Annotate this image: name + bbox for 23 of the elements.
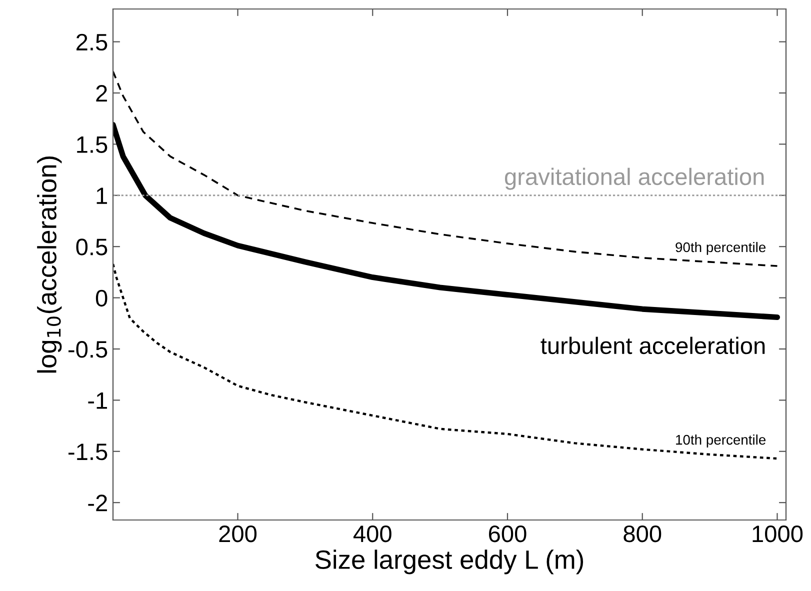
- y-tick-label: 1.5: [77, 136, 108, 153]
- series-label: 10th percentile: [676, 434, 766, 448]
- y-tick-label: 0: [96, 290, 108, 307]
- y-tick-label: -1.5: [68, 444, 108, 460]
- line-series: [113, 70, 778, 267]
- x-tick-label: 600: [489, 525, 526, 542]
- y-tick-label: 2: [96, 85, 107, 102]
- x-tick-label: 800: [624, 525, 662, 542]
- y-tick-label: 1: [96, 188, 107, 204]
- series-label: 90th percentile: [676, 242, 766, 255]
- y-tick-label: -2: [88, 494, 107, 512]
- x-axis-title: Size largest eddy L (m): [316, 550, 584, 574]
- y-tick-label: -1: [88, 392, 107, 409]
- ref-line-label: gravitational acceleration: [504, 168, 764, 190]
- y-tick-label: 0.5: [76, 238, 108, 256]
- x-tick-label: 1000: [752, 525, 803, 542]
- y-tick-label: 2.5: [76, 34, 108, 51]
- line-series: [113, 262, 778, 460]
- y-tick-label: -0.5: [68, 341, 108, 358]
- x-tick-label: 200: [219, 525, 257, 542]
- series-label: turbulent acceleration: [540, 336, 765, 354]
- x-tick-label: 400: [353, 525, 392, 542]
- y-axis-title: log$_{10}$(acceleration): [37, 156, 62, 373]
